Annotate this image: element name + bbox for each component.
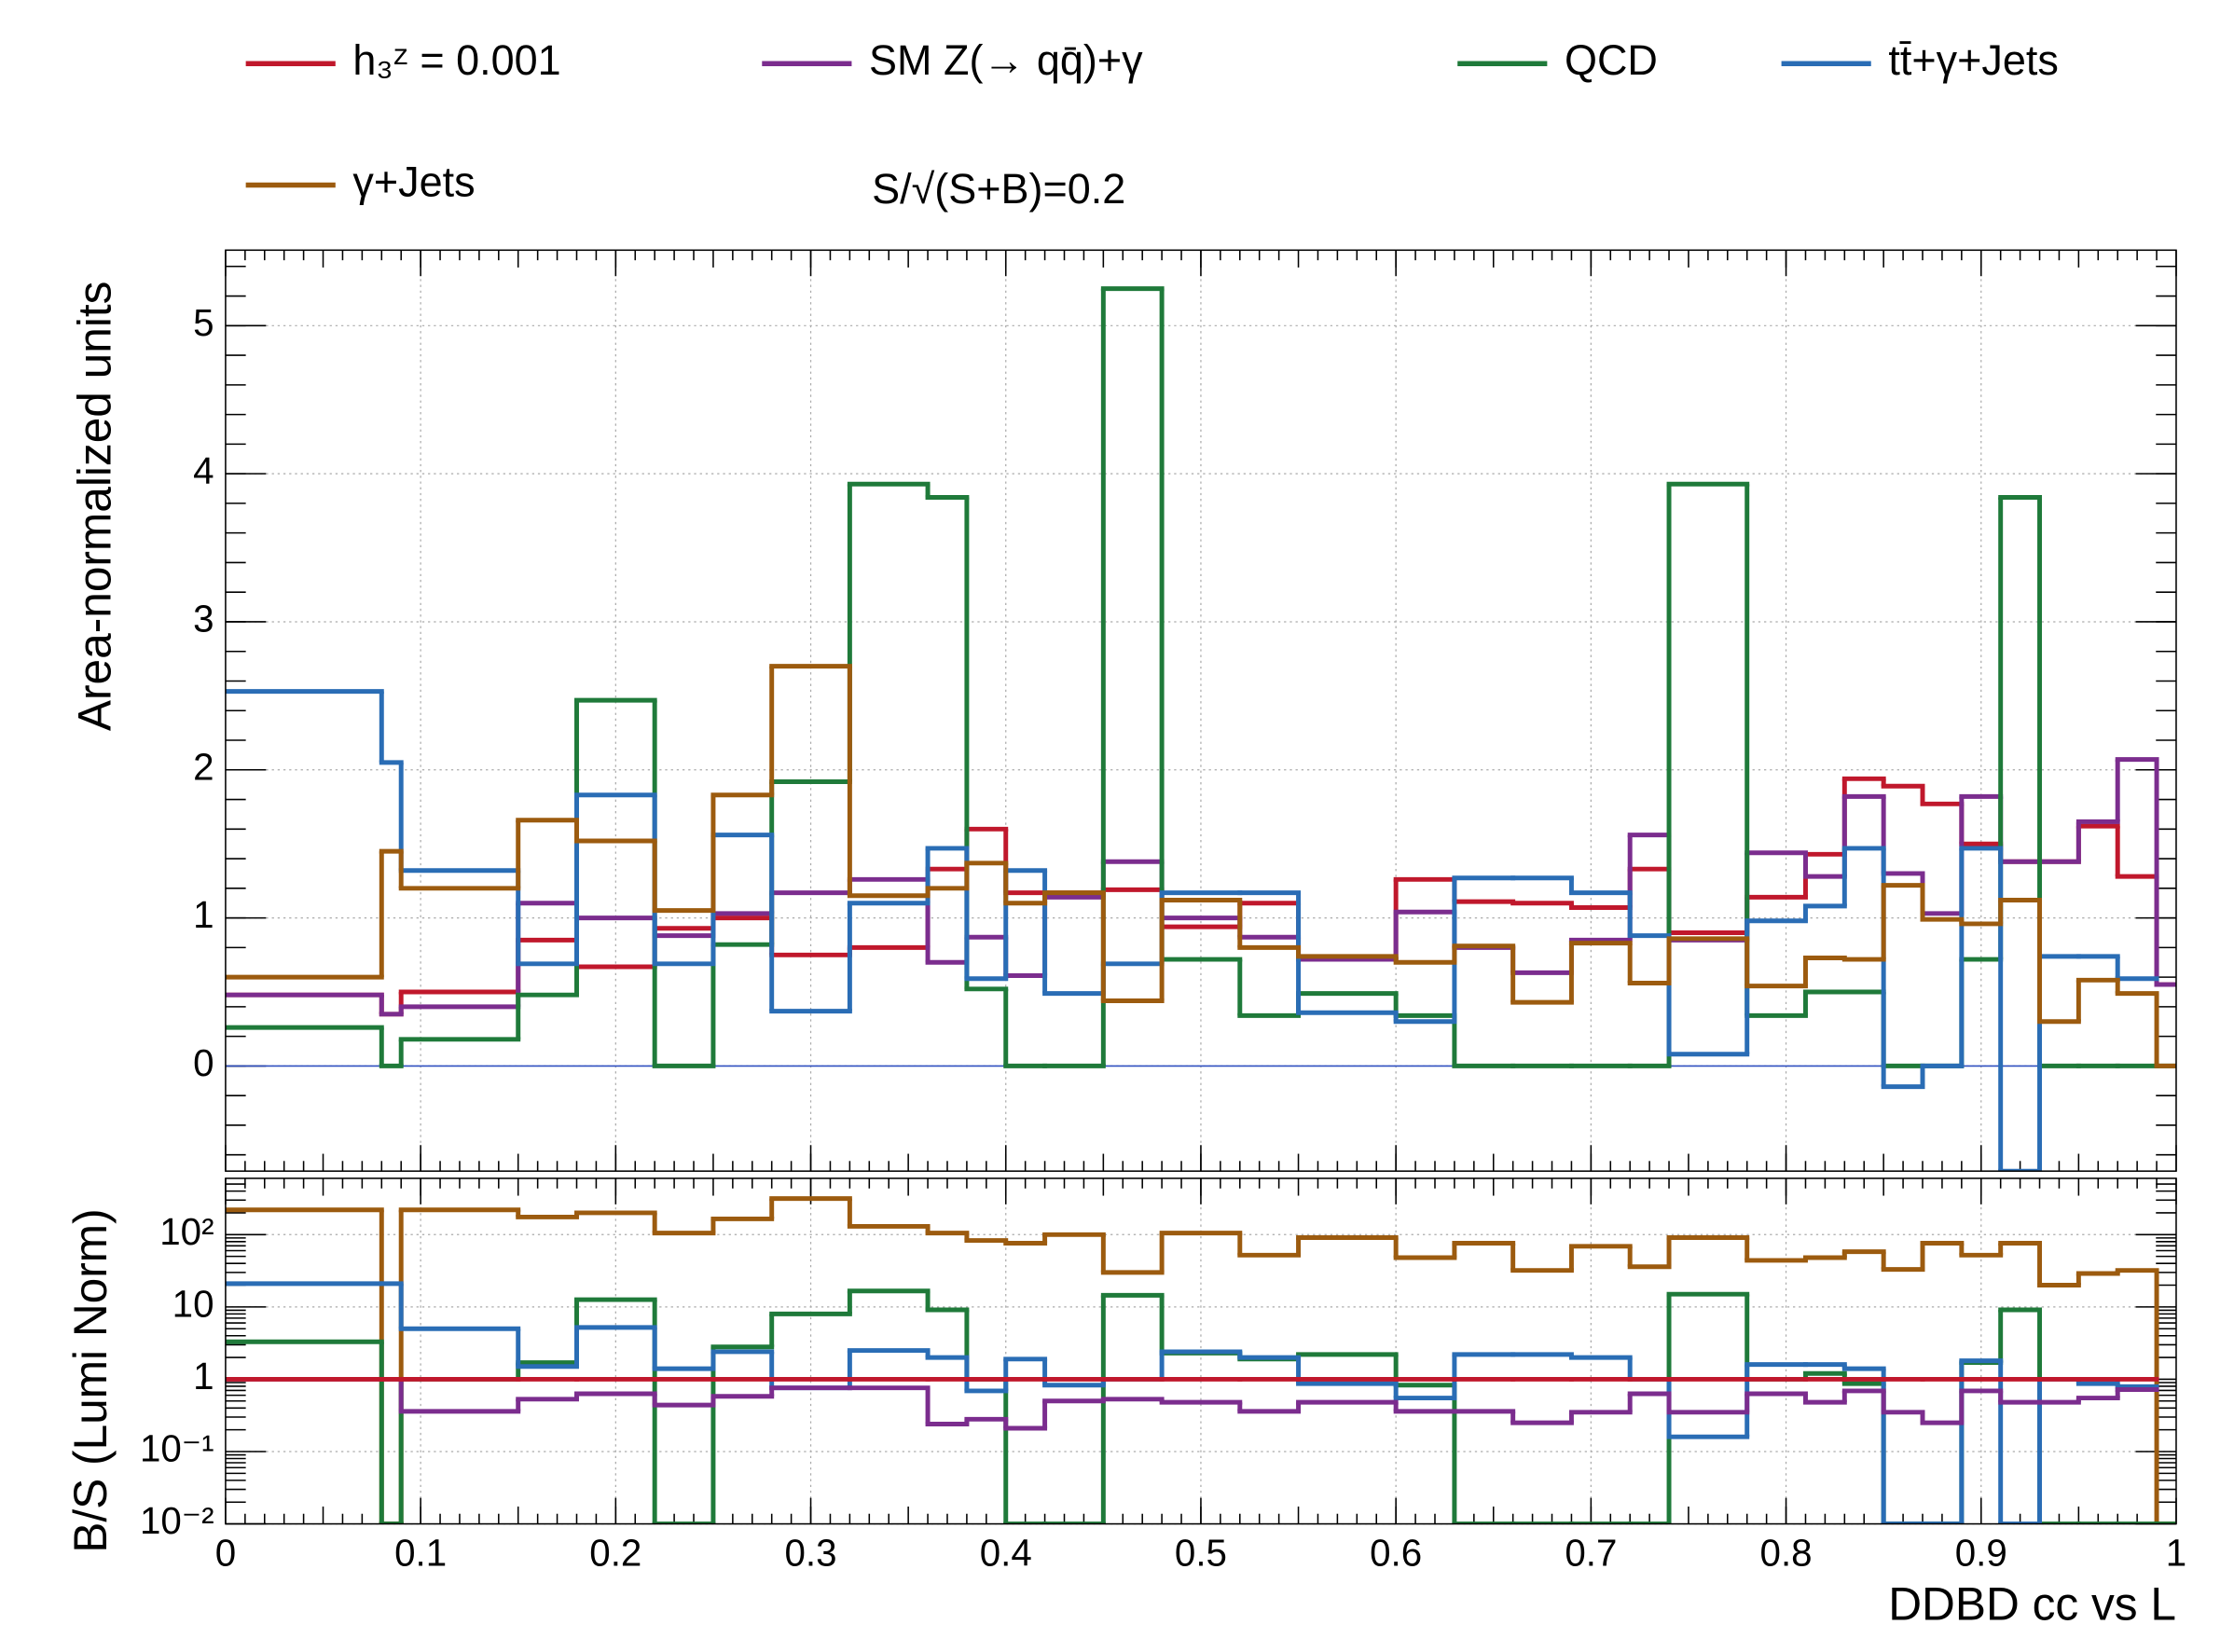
legend-label: SM Z(→ qq̄)+γ [869,36,1143,84]
y-tick-label: 1 [193,893,214,936]
legend-label: QCD [1565,36,1658,84]
y-tick-label: 4 [193,449,214,492]
y-tick-label: 10 [172,1283,214,1326]
x-tick-label: 0.9 [1955,1531,2007,1574]
y-tick-label: 0 [193,1041,214,1084]
x-tick-label: 0.4 [980,1531,1032,1574]
x-tick-label: 1 [2166,1531,2186,1574]
legend-label: tt̄+γ+Jets [1888,36,2058,84]
plot-area [225,1196,2176,1524]
x-tick-label: 0.7 [1565,1531,1617,1574]
x-tick-label: 0.8 [1760,1531,1813,1574]
legend-label: γ+Jets [352,158,475,205]
y-tick-label: 2 [193,745,214,788]
plot-area [225,286,2176,1172]
x-tick-label: 0.6 [1370,1531,1422,1574]
x-tick-label: 0.3 [785,1531,837,1574]
frame [225,1177,2177,1525]
y-tick-label: 3 [193,598,214,640]
y-tick-label: 1 [193,1355,214,1397]
annotation: S/√(S+B)=0.2 [872,165,1125,213]
legend-label: h₃ᶻ = 0.001 [352,36,560,84]
x-axis-title: DDBD cc vs L [1888,1578,2176,1631]
y-tick-label: 10² [159,1210,214,1253]
y-axis-title: Area-normalized units [69,282,121,732]
y-tick-label: 10⁻² [140,1499,214,1542]
y-tick-label: 10⁻¹ [140,1427,214,1470]
y-axis-title: B/S (Lumi Norm) [64,1208,117,1552]
x-tick-label: 0 [215,1531,236,1574]
frame [225,249,2177,1172]
x-tick-label: 0.2 [589,1531,641,1574]
x-tick-label: 0.1 [394,1531,447,1574]
y-tick-label: 5 [193,301,214,344]
x-tick-label: 0.5 [1175,1531,1227,1574]
